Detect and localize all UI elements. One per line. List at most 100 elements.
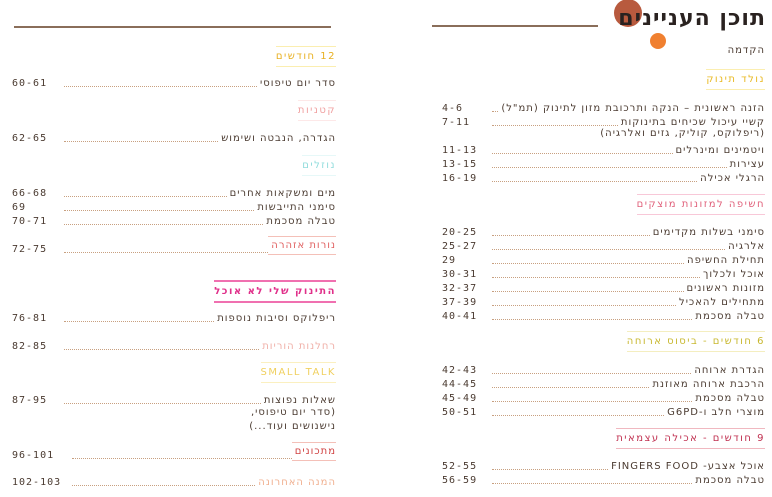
dot-leader bbox=[492, 373, 692, 374]
toc-entry[interactable]: הגדרת ארוחה 42-43 bbox=[442, 363, 765, 376]
intro-link[interactable]: הקדמה bbox=[727, 45, 765, 56]
toc-entry[interactable]: תחילת החשיפה 29 bbox=[442, 253, 765, 266]
section-header-recipes: מתכונים bbox=[291, 442, 336, 461]
toc-entry[interactable]: ויטמינים ומינרלים 11-13 bbox=[442, 143, 765, 156]
entry-pages: 87-95 bbox=[12, 395, 48, 406]
entry-title: קשיי עיכול שכיחים בתינוקות bbox=[620, 117, 765, 128]
dot-leader bbox=[492, 291, 684, 292]
toc-entry[interactable]: אוכל אצבע- FINGERS FOOD 52-55 bbox=[442, 459, 765, 472]
entry-title-continuation: (סדר יום טיפוסי, bbox=[250, 407, 336, 418]
dot-leader bbox=[64, 349, 260, 350]
right-page: תוכן העניינים הקדמה נולד תינוק הזנה ראשו… bbox=[430, 0, 772, 497]
dot-leader bbox=[492, 387, 650, 388]
entry-title: הגדרת ארוחה bbox=[694, 365, 765, 376]
entry-pages: 32-37 bbox=[442, 283, 478, 294]
dot-leader bbox=[64, 224, 264, 225]
section-header-last-course: המנה האחרונה bbox=[258, 477, 336, 488]
toc-entry-recipes[interactable]: מתכונים 96-101 bbox=[12, 442, 336, 461]
entry-pages: 16-19 bbox=[442, 173, 478, 184]
toc-entry[interactable]: מים ומשקאות אחרים 66-68 bbox=[12, 186, 336, 199]
toc-entry[interactable]: הגדרה, הנבטה ושימוש 62-65 bbox=[12, 131, 336, 144]
toc-entry[interactable]: הרגלי אכילה 16-19 bbox=[442, 171, 765, 184]
dot-leader bbox=[492, 235, 650, 236]
dot-leader bbox=[492, 153, 673, 154]
entry-pages: 25-27 bbox=[442, 241, 478, 252]
entry-pages: 11-13 bbox=[442, 145, 478, 156]
entry-pages: 76-81 bbox=[12, 313, 48, 324]
entry-pages: 50-51 bbox=[442, 407, 478, 418]
dot-leader bbox=[492, 277, 700, 278]
page-title: תוכן העניינים bbox=[618, 6, 766, 31]
dot-leader bbox=[492, 415, 665, 416]
toc-entry[interactable]: אוכל ולכלוך 30-31 bbox=[442, 267, 765, 280]
toc-entry[interactable]: סימני התייבשות 69 bbox=[12, 200, 336, 213]
toc-entry[interactable]: הזנה ראשונית – הנקה ותרכובת מזון לתינוק … bbox=[442, 101, 765, 114]
toc-entry[interactable]: טבלה מסכמת 70-71 bbox=[12, 214, 336, 227]
toc-entry-parental[interactable]: רחלנות הוריות 82-85 bbox=[12, 339, 336, 352]
section-header-warning-lights: נורות אזהרה bbox=[268, 236, 336, 255]
dot-leader bbox=[492, 483, 693, 484]
section-header-solids[interactable]: חשיפה למזונות מוצקים bbox=[636, 194, 765, 215]
entry-title: אוכל אצבע- FINGERS FOOD bbox=[611, 461, 765, 472]
dot-leader bbox=[64, 321, 215, 322]
entry-title: סדר יום טיפוסי bbox=[260, 78, 336, 89]
dot-leader bbox=[72, 485, 256, 486]
section-header-parental: רחלנות הוריות bbox=[262, 341, 336, 352]
toc-entry[interactable]: טבלה מסכמת 45-49 bbox=[442, 391, 765, 404]
title-rule bbox=[432, 25, 598, 27]
section-header-liquids[interactable]: נוזלים bbox=[302, 155, 336, 176]
section-header-12-months[interactable]: 12 חודשים bbox=[275, 46, 336, 67]
entry-title: הרגלי אכילה bbox=[700, 173, 765, 184]
entry-title-continuation: נישנושים ועוד...) bbox=[249, 421, 336, 432]
dot-leader bbox=[492, 111, 499, 112]
entry-pages: 62-65 bbox=[12, 133, 48, 144]
entry-pages: 29 bbox=[442, 255, 457, 266]
entry-pages: 52-55 bbox=[442, 461, 478, 472]
toc-entry[interactable]: טבלה מסכמת 40-41 bbox=[442, 309, 765, 322]
left-page: 12 חודשים סדר יום טיפוסי 60-61 קטניות הגד… bbox=[0, 0, 342, 497]
section-header-9-months[interactable]: 9 חודשים - אכילה עצמאית bbox=[616, 428, 765, 449]
entry-pages: 56-59 bbox=[442, 475, 478, 486]
toc-entry[interactable]: טבלה מסכמת 56-59 bbox=[442, 473, 765, 486]
entry-pages: 96-101 bbox=[12, 450, 55, 461]
toc-entry-last-course[interactable]: המנה האחרונה 102-103 bbox=[12, 475, 336, 488]
toc-entry[interactable]: סדר יום טיפוסי 60-61 bbox=[12, 76, 336, 89]
entry-pages: 72-75 bbox=[12, 244, 48, 255]
section-header-legumes[interactable]: קטניות bbox=[297, 100, 336, 121]
entry-title: טבלה מסכמת bbox=[695, 475, 765, 486]
section-header-6-months[interactable]: 6 חודשים - ביסוס ארוחה bbox=[626, 331, 765, 352]
section-header-newborn[interactable]: נולד תינוק bbox=[706, 69, 765, 90]
dot-leader bbox=[64, 196, 227, 197]
entry-pages: 7-11 bbox=[442, 117, 471, 128]
toc-entry[interactable]: שאלות נפוצות 87-95 bbox=[12, 393, 336, 406]
entry-title: סימני התייבשות bbox=[257, 202, 336, 213]
entry-title: ויטמינים ומינרלים bbox=[675, 145, 765, 156]
top-rule bbox=[14, 26, 331, 28]
dot-leader bbox=[72, 458, 292, 459]
entry-title: הזנה ראשונית – הנקה ותרכובת מזון לתינוק … bbox=[501, 103, 765, 114]
entry-pages: 30-31 bbox=[442, 269, 478, 280]
entry-pages: 82-85 bbox=[12, 341, 48, 352]
entry-pages: 66-68 bbox=[12, 188, 48, 199]
entry-pages: 45-49 bbox=[442, 393, 478, 404]
entry-title: מתחילים להאכיל bbox=[679, 297, 765, 308]
toc-entry[interactable]: הרכבת ארוחה מאוזנת 44-45 bbox=[442, 377, 765, 390]
toc-entry[interactable]: אלרגיה 25-27 bbox=[442, 239, 765, 252]
toc-entry[interactable]: סימני בשלות מקדימים 20-25 bbox=[442, 225, 765, 238]
toc-entry[interactable]: מוצרי חלב ו-G6PD 50-51 bbox=[442, 405, 765, 418]
dot-leader bbox=[64, 86, 258, 87]
entry-title: עצירות bbox=[729, 159, 765, 170]
toc-entry-warning-lights[interactable]: נורות אזהרה 72-75 bbox=[12, 236, 336, 255]
dot-leader bbox=[492, 167, 727, 168]
section-header-baby-not-eating[interactable]: התינוק שלי לא אוכל bbox=[214, 280, 336, 303]
toc-entry[interactable]: מתחילים להאכיל 37-39 bbox=[442, 295, 765, 308]
entry-title: מוצרי חלב ו-G6PD bbox=[667, 407, 765, 418]
entry-title: ריפלוקס וסיבות נוספות bbox=[217, 313, 336, 324]
entry-pages: 20-25 bbox=[442, 227, 478, 238]
entry-title: הגדרה, הנבטה ושימוש bbox=[221, 133, 336, 144]
toc-entry[interactable]: עצירות 13-15 bbox=[442, 157, 765, 170]
toc-entry[interactable]: ריפלוקס וסיבות נוספות 76-81 bbox=[12, 311, 336, 324]
section-header-small-talk[interactable]: SMALL TALK bbox=[260, 362, 336, 383]
toc-entry[interactable]: מזונות ראשונים 32-37 bbox=[442, 281, 765, 294]
toc-entry[interactable]: קשיי עיכול שכיחים בתינוקות 7-11 bbox=[442, 115, 765, 128]
